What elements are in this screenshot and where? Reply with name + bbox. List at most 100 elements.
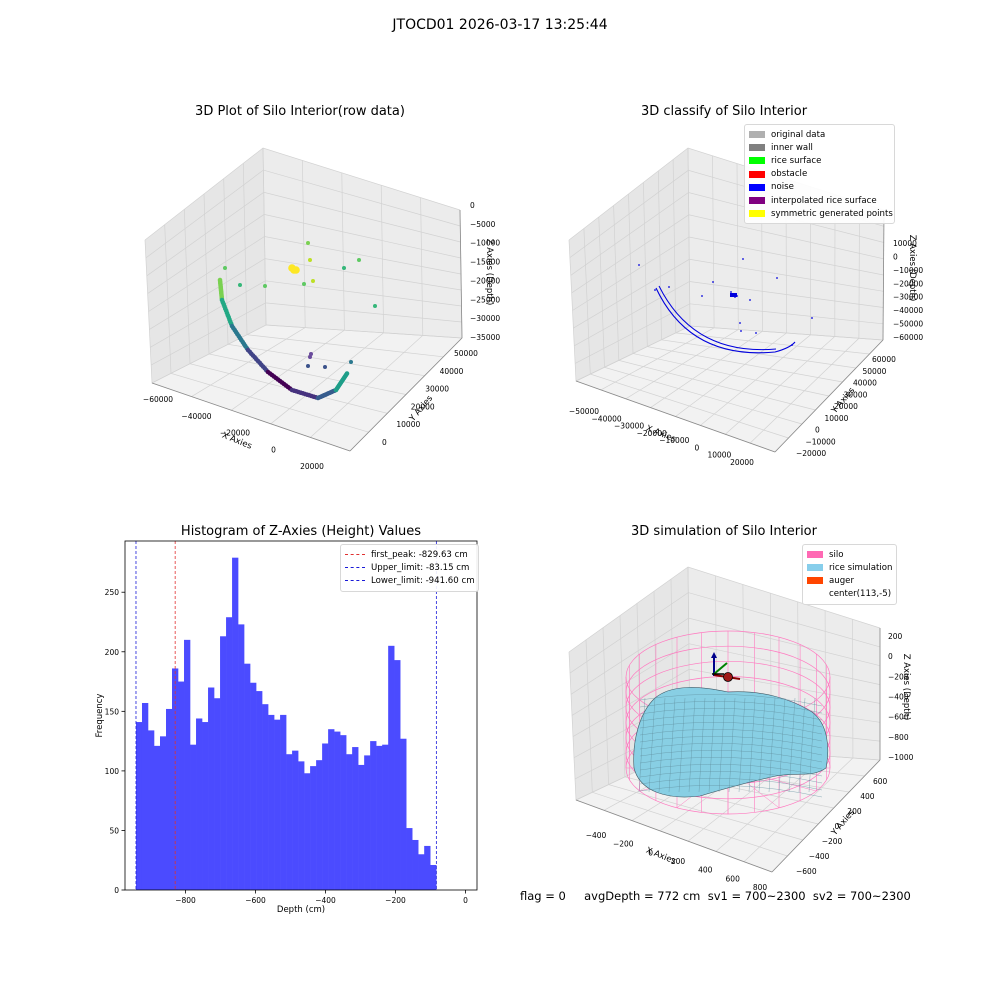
rice-mesh	[639, 694, 823, 707]
x-axis-line	[151, 382, 351, 452]
data-point	[344, 371, 350, 376]
data-point	[373, 304, 377, 308]
histogram-bar	[418, 854, 425, 890]
tick-label: −10000	[470, 239, 500, 248]
noise-cluster	[730, 293, 737, 297]
tick-label: −400	[809, 852, 830, 861]
legend-label: Upper_limit: -83.15 cm	[371, 562, 470, 573]
tick-label: −5000	[470, 220, 496, 229]
grid-line	[149, 258, 462, 330]
histogram-bar	[202, 722, 209, 890]
tick-label: 400	[698, 866, 713, 875]
legend-entry: center(113,-5)	[807, 588, 891, 601]
x-axis-label: X Axies	[644, 846, 677, 867]
histogram-bar	[286, 754, 293, 890]
tick-label: 200	[888, 632, 903, 641]
data-point	[323, 365, 327, 369]
panel4-title: 3D simulation of Silo Interior	[631, 524, 817, 539]
y-axis-label: Frequency	[95, 694, 105, 738]
grid-line	[570, 192, 884, 276]
panel1-title: 3D Plot of Silo Interior(row data)	[195, 104, 405, 119]
histogram-bar	[292, 750, 299, 890]
rice-mesh	[738, 697, 746, 793]
tick-label: 10000	[396, 420, 420, 429]
legend-entry: original data	[749, 128, 889, 141]
left-wall-pane	[145, 148, 266, 383]
histogram-bar	[250, 682, 257, 890]
grid-line	[150, 280, 462, 348]
tick-label: 10000	[825, 414, 849, 423]
tick-label: 0	[271, 445, 276, 454]
tick-label: 400	[860, 792, 875, 801]
rice-mesh	[708, 697, 716, 793]
legend-swatch	[807, 577, 823, 585]
tick-label: 200	[671, 857, 686, 866]
data-point	[811, 317, 813, 319]
rice-mesh	[639, 771, 823, 784]
data-point	[701, 295, 703, 297]
tick-label: −30000	[614, 422, 644, 431]
data-point	[749, 299, 751, 301]
data-point	[791, 344, 793, 346]
histogram-bar	[274, 719, 281, 890]
rice-mesh	[678, 697, 686, 793]
rice-mesh	[639, 708, 823, 721]
tick-label: 20000	[730, 458, 754, 467]
z-axis-label: Z Axies (Depth)	[907, 235, 917, 302]
histogram-bar	[166, 708, 173, 890]
rice-mesh	[639, 722, 823, 735]
rice-mesh	[639, 778, 823, 791]
y-axis-line	[774, 339, 884, 453]
histogram-bar	[226, 617, 233, 890]
legend-entry: symmetric generated points	[749, 207, 893, 220]
legend-swatch	[807, 551, 823, 559]
grid-line	[570, 617, 881, 695]
x-axis-label: Depth (cm)	[277, 905, 325, 915]
rice-mesh	[688, 697, 696, 793]
z-axis-label: Z Axies (Depth)	[484, 239, 494, 306]
data-point	[308, 355, 312, 359]
tick-label: 10000	[707, 451, 731, 460]
histogram-bar	[346, 754, 353, 890]
grid-line	[151, 324, 463, 384]
rice-surface	[633, 687, 829, 798]
legend-entry: Upper_limit: -83.15 cm	[345, 561, 473, 574]
legend-entry: first_peak: -829.63 cm	[345, 548, 473, 561]
data-point	[740, 330, 742, 332]
legend-entry: interpolated rice surface	[749, 194, 889, 207]
grid-line	[571, 214, 884, 294]
floor-pane	[152, 325, 462, 451]
tick-label: 0	[470, 201, 475, 210]
histogram-bar	[424, 845, 431, 890]
legend-label: rice surface	[771, 155, 822, 166]
data-point	[712, 281, 714, 283]
tick-label: 0	[835, 822, 840, 831]
tick-label: −30000	[470, 314, 500, 323]
tick-label: 10000	[893, 239, 917, 248]
legend-entry: inner wall	[749, 141, 889, 154]
grid-line	[146, 191, 461, 277]
legend-swatch	[749, 183, 765, 191]
histogram-bar	[244, 663, 251, 890]
y-tick-label: 200	[105, 648, 120, 657]
histogram-bar	[280, 714, 287, 890]
histogram-bar	[220, 636, 227, 890]
grid-line	[145, 169, 461, 259]
y-tick-label: 50	[109, 826, 119, 835]
rice-mesh	[639, 743, 823, 756]
legend-swatch	[749, 157, 765, 165]
histogram-bar	[196, 718, 203, 890]
legend-label: first_peak: -829.63 cm	[371, 549, 468, 560]
grid-line	[574, 281, 884, 347]
legend-entry: obstacle	[749, 168, 889, 181]
tick-label: 20000	[834, 402, 858, 411]
histogram-bar	[172, 668, 179, 890]
legend-swatch	[807, 591, 823, 598]
panel2-legend: original data inner wall rice surface ob…	[744, 124, 895, 225]
histogram-legend: first_peak: -829.63 cm Upper_limit: -83.…	[340, 544, 479, 592]
rice-mesh	[639, 736, 823, 749]
back-wall-pane	[263, 148, 462, 338]
legend-entry: rice surface	[749, 154, 889, 167]
legend-entry: noise	[749, 181, 889, 194]
